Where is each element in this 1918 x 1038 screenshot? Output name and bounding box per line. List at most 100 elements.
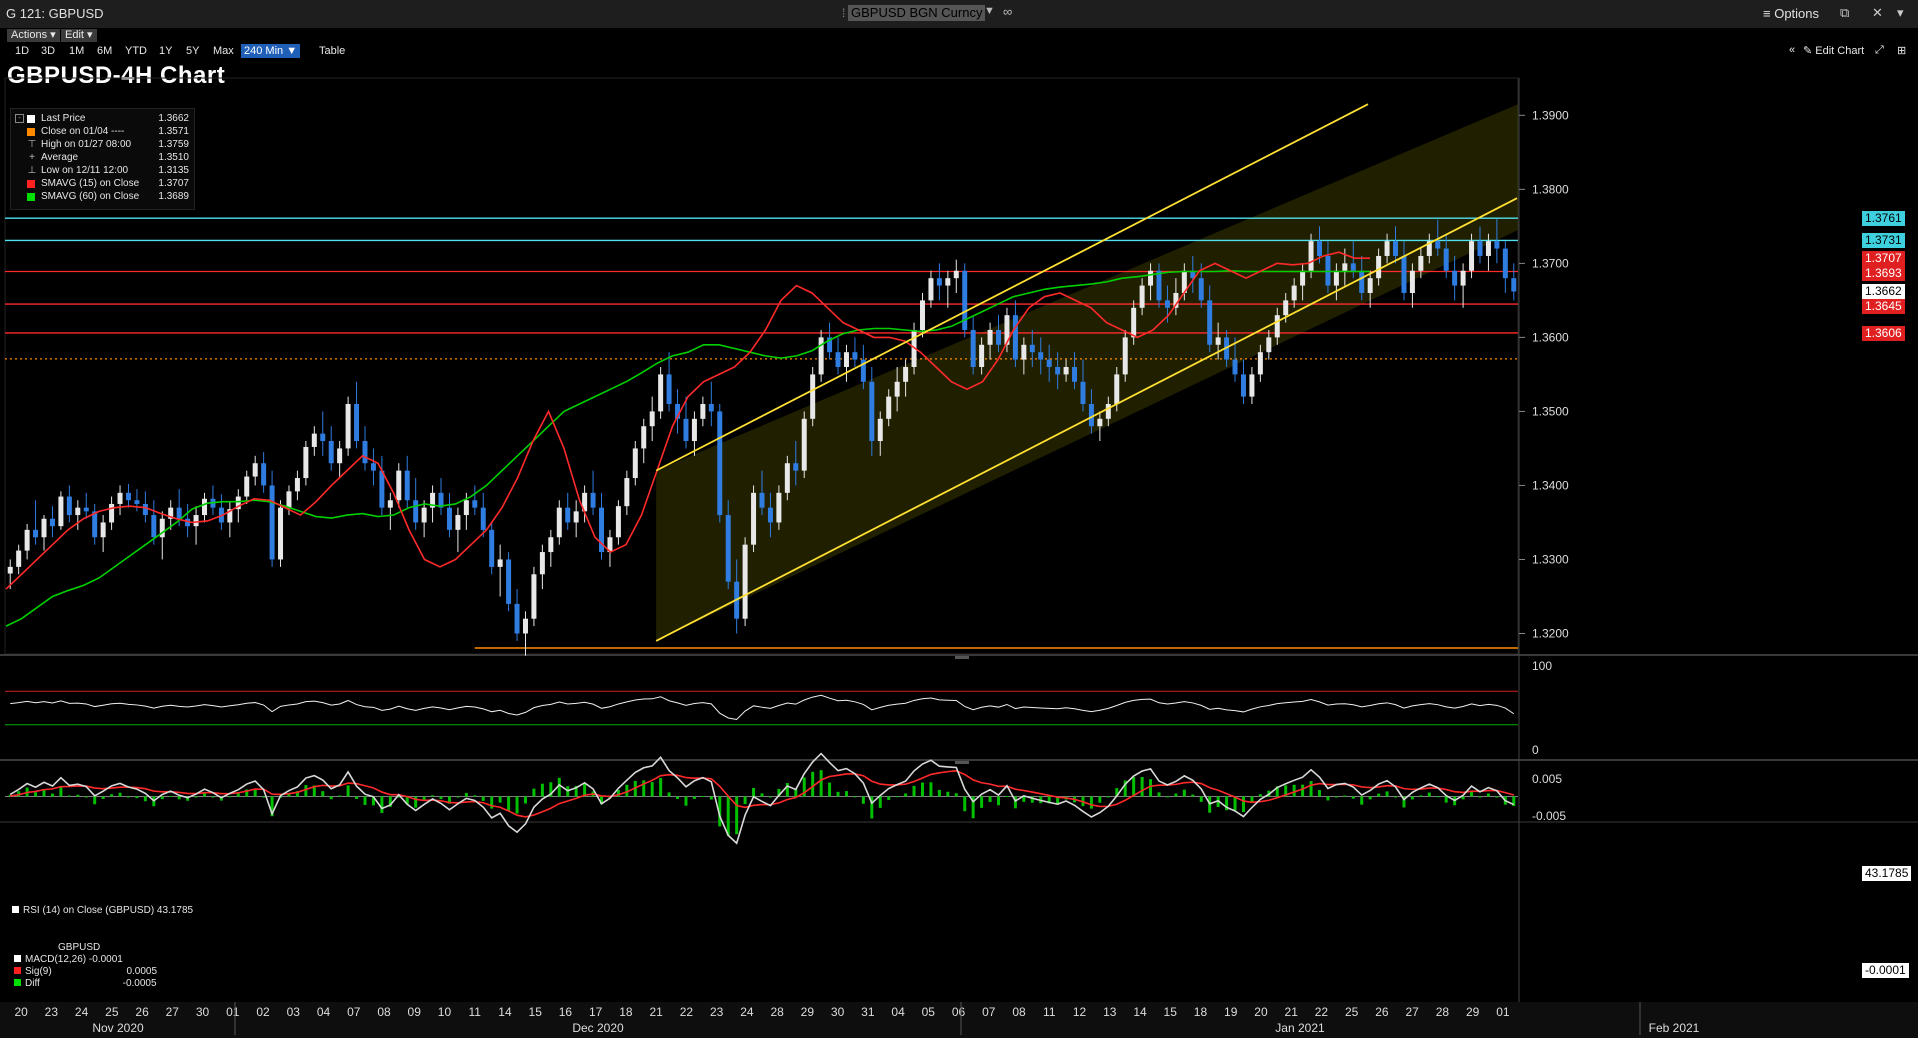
dropdown-more-icon[interactable]: ▾ xyxy=(1897,5,1904,20)
macd-histogram-bar xyxy=(363,796,367,805)
candle-body xyxy=(354,404,360,442)
candle-body xyxy=(328,441,334,464)
period-5y[interactable]: 5Y xyxy=(186,45,200,57)
candle-body xyxy=(886,396,892,419)
candle-body xyxy=(1088,404,1094,427)
x-tick-label: 14 xyxy=(498,1005,512,1019)
candle-body xyxy=(421,507,427,523)
edit-chart-button[interactable]: ✎ Edit Chart xyxy=(1803,44,1864,57)
candle-body xyxy=(869,381,875,442)
legend-average: + Average 1.3510 xyxy=(15,151,191,164)
candle-body xyxy=(1004,315,1010,345)
x-tick-label: 28 xyxy=(770,1005,784,1019)
macd-histogram-bar xyxy=(1115,788,1119,797)
close-window-icon[interactable]: ✕ xyxy=(1872,5,1883,20)
macd-histogram-bar xyxy=(549,782,553,797)
options-button[interactable]: ≡ Options xyxy=(1763,6,1819,21)
price-level-label: 1.3761 xyxy=(1862,211,1905,227)
period-max[interactable]: Max xyxy=(213,45,234,57)
candle-body xyxy=(776,492,782,523)
candle-body xyxy=(337,448,343,464)
candle-body xyxy=(641,426,647,449)
table-button[interactable]: Table xyxy=(319,45,346,57)
period-ytd[interactable]: YTD xyxy=(125,45,147,57)
macd-histogram-bar xyxy=(236,793,240,797)
legend-label: Close on 01/04 ---- xyxy=(41,126,125,137)
candle-body xyxy=(1511,278,1517,292)
legend-label: Low on 12/11 12:00 xyxy=(41,165,129,176)
x-tick-label: 25 xyxy=(105,1005,119,1019)
x-tick-label: 29 xyxy=(801,1005,815,1019)
macd-histogram-bar xyxy=(819,770,823,797)
price-level-label: 1.3731 xyxy=(1862,233,1905,249)
x-month-label: Nov 2020 xyxy=(92,1021,144,1035)
macd-histogram-bar xyxy=(1444,796,1448,803)
period-1m[interactable]: 1M xyxy=(69,45,85,57)
period-6m[interactable]: 6M xyxy=(97,45,113,57)
macd-histogram-bar xyxy=(768,796,772,798)
macd-axis-label: 0.005 xyxy=(1532,772,1562,786)
options-label: Options xyxy=(1774,6,1820,21)
security-field[interactable]: GBPUSD BGN Curncy xyxy=(848,5,986,21)
macd-row: MACD(12,26) -0.0001 xyxy=(14,954,157,966)
macd-histogram-bar xyxy=(464,792,468,797)
candle-body xyxy=(497,559,503,567)
legend-value: 1.3707 xyxy=(158,178,189,189)
macd-histogram-bar xyxy=(1132,777,1136,797)
y-tick-label: 1.3800 xyxy=(1532,182,1569,196)
macd-histogram-bar xyxy=(1427,792,1431,797)
link-icon[interactable]: ∞ xyxy=(1003,4,1013,19)
y-tick-label: 1.3500 xyxy=(1532,404,1569,418)
candle-body xyxy=(860,359,866,382)
macd-histogram-bar xyxy=(371,796,375,806)
legend-label: High on 01/27 08:00 xyxy=(41,139,132,150)
candle-body xyxy=(1240,374,1246,397)
candle-body xyxy=(1063,367,1069,375)
edit-menu[interactable]: Edit ▾ xyxy=(61,29,97,42)
candle-body xyxy=(413,500,419,523)
collapse-icon[interactable]: « xyxy=(1789,44,1796,56)
macd-histogram-bar xyxy=(988,796,992,803)
candle-body xyxy=(396,470,402,501)
macd-histogram-bar xyxy=(997,796,1001,806)
candle-body xyxy=(49,518,55,527)
macd-histogram-bar xyxy=(388,796,392,807)
sma15-line xyxy=(5,251,1370,590)
restore-window-icon[interactable]: ⧉ xyxy=(1840,5,1850,20)
period-3d[interactable]: 3D xyxy=(41,45,56,57)
add-panel-icon[interactable]: ⊞ xyxy=(1897,45,1907,57)
macd-histogram-bar xyxy=(295,791,299,797)
legend-value: 1.3571 xyxy=(158,126,189,137)
actions-menu[interactable]: Actions ▾ xyxy=(7,29,60,42)
security-dropdown-icon[interactable]: ▼ xyxy=(984,5,995,17)
x-tick-label: 23 xyxy=(45,1005,59,1019)
macd-histogram-bar xyxy=(1098,796,1102,803)
candle-body xyxy=(1131,307,1137,338)
candle-body xyxy=(269,485,275,560)
macd-histogram-bar xyxy=(895,796,899,798)
candle-body xyxy=(590,492,596,508)
period-1y[interactable]: 1Y xyxy=(159,45,173,57)
candle-body xyxy=(1207,300,1213,345)
diff-label: Diff xyxy=(25,978,40,989)
candle-body xyxy=(658,374,664,412)
rsi-line xyxy=(10,694,1515,720)
x-tick-label: 13 xyxy=(1103,1005,1117,1019)
y-tick-label: 1.3200 xyxy=(1532,626,1569,640)
macd-line xyxy=(9,752,1515,845)
x-tick-label: 18 xyxy=(1194,1005,1208,1019)
macd-histogram-bar xyxy=(1394,796,1398,798)
interval-dropdown[interactable]: 240 Min ▼ xyxy=(241,44,301,58)
chart-settings-icon[interactable]: ⤢ xyxy=(1875,44,1884,56)
macd-histogram-bar xyxy=(1385,791,1389,797)
period-1d[interactable]: 1D xyxy=(15,45,30,57)
edit-chart-pencil-icon: ✎ xyxy=(1803,45,1816,57)
rsi-axis-label: 0 xyxy=(1532,743,1539,757)
macd-histogram-bar xyxy=(1419,795,1423,797)
candle-body xyxy=(548,537,554,553)
candle-body xyxy=(1114,374,1120,405)
macd-histogram-bar xyxy=(1106,796,1110,798)
candle-body xyxy=(1376,255,1382,279)
legend-collapse-icon[interactable]: - xyxy=(15,114,24,123)
